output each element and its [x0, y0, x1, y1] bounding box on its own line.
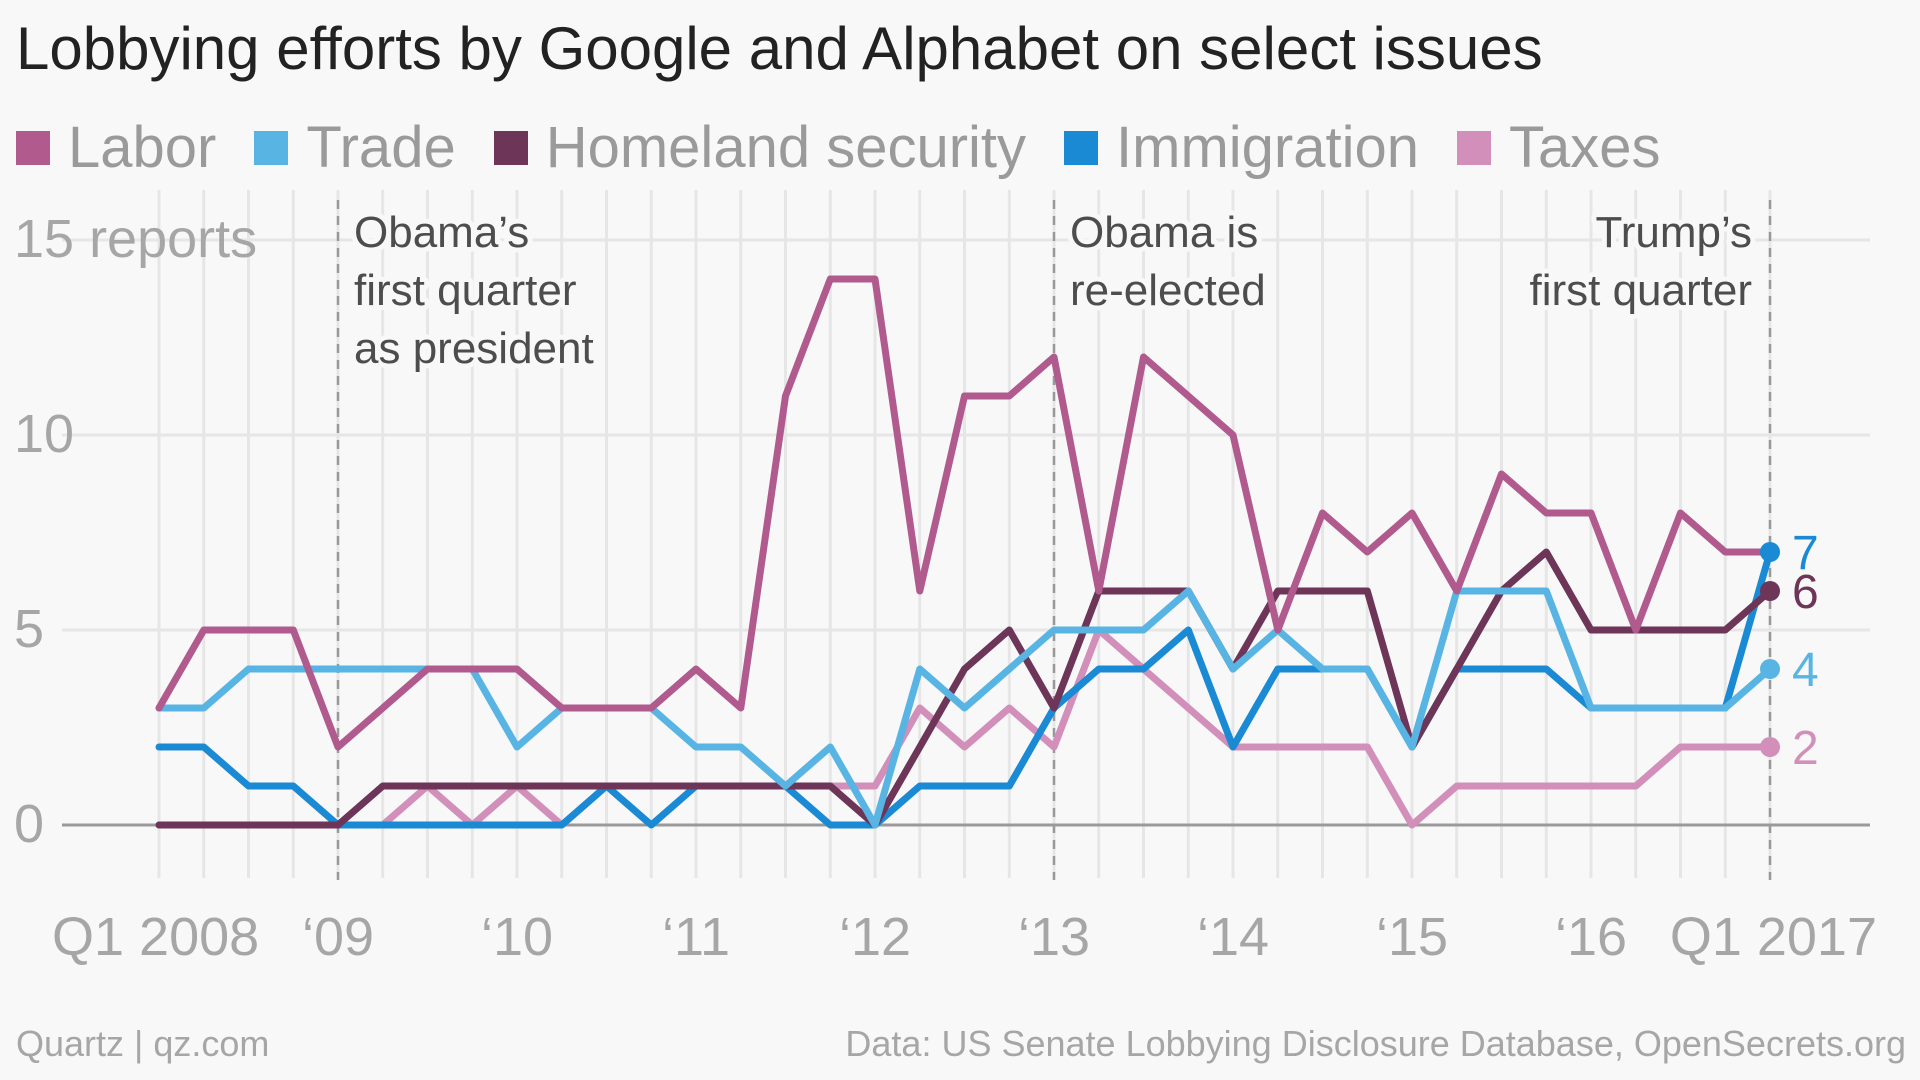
annotation-text-halo: re-elected [1070, 266, 1266, 315]
annotation-text-halo: Obama’s [354, 208, 529, 257]
end-marker-trade [1760, 659, 1780, 679]
end-label-homeland-security: 6 [1792, 566, 1819, 619]
legend-label: Trade [306, 115, 456, 180]
legend-swatch [1457, 130, 1492, 165]
x-tick-label: Q1 2017 [1670, 907, 1877, 967]
annotation-text-line: Obama’s [354, 208, 529, 257]
end-label-taxes: 2 [1792, 722, 1819, 775]
y-tick-label: 5 [14, 599, 44, 659]
legend-item-labor: Labor [16, 114, 216, 181]
y-tick-label: 15 reports [14, 209, 257, 269]
end-marker-taxes [1760, 737, 1780, 757]
annotation-text-line: first quarter [354, 266, 577, 315]
annotation-text-line: re-elected [1070, 266, 1266, 315]
legend-item-immigration: Immigration [1064, 114, 1419, 181]
x-tick-label: ‘12 [839, 907, 911, 967]
series-line-immigration [155, 548, 1774, 829]
legend-label: Immigration [1116, 115, 1420, 180]
legend-swatch [254, 130, 289, 165]
annotation-text-halo: first quarter [1529, 266, 1752, 315]
x-tick-label: ‘16 [1555, 907, 1627, 967]
legend-label: Taxes [1509, 115, 1661, 180]
legend-label: Labor [68, 115, 217, 180]
annotation-text-line: Trump’s [1596, 208, 1752, 257]
annotation-text-line: as president [354, 324, 594, 373]
line-chart: 0 5 10 15 reports Q1 2008 ‘09 ‘10 ‘11 ‘12 ‘13 ‘14 ‘… [14, 190, 1877, 967]
end-marker-homeland-security [1760, 581, 1780, 601]
annotation-text-halo: Trump’s [1596, 208, 1752, 257]
x-tick-label: ‘14 [1197, 907, 1269, 967]
end-label-trade: 4 [1792, 644, 1819, 697]
end-marker-immigration [1760, 542, 1780, 562]
annotation-text-halo: Obama is [1070, 208, 1258, 257]
x-tick-label: ‘13 [1018, 907, 1090, 967]
legend-item-homeland-security: Homeland security [493, 114, 1027, 181]
annotation-text-halo: first quarter [354, 266, 577, 315]
footer-source: Data: US Senate Lobbying Disclosure Data… [845, 1023, 1906, 1064]
legend-swatch [1064, 130, 1099, 165]
x-tick-label: ‘15 [1376, 907, 1448, 967]
annotation-text-line: Obama is [1070, 208, 1258, 257]
x-tick-label: ‘11 [662, 907, 730, 967]
y-tick-label: 0 [14, 794, 44, 854]
legend-swatch [493, 130, 528, 165]
legend-item-trade: Trade [254, 114, 456, 181]
chart-title: Lobbying efforts by Google and Alphabet … [16, 15, 1543, 82]
footer-credit: Quartz | qz.com [16, 1023, 270, 1064]
end-label-immigration: 7 [1792, 527, 1819, 580]
series-line-labor [155, 275, 1774, 751]
x-tick-label: ‘10 [481, 907, 553, 967]
annotation-text-halo: as president [354, 324, 594, 373]
annotation-text-line: first quarter [1529, 266, 1752, 315]
legend-swatch [16, 130, 50, 165]
x-tick-label: Q1 2008 [52, 907, 259, 967]
x-tick-label: ‘09 [302, 907, 374, 967]
legend-item-taxes: Taxes [1457, 114, 1661, 181]
chart-legend: Labor Trade Homeland security Immigration Ta… [16, 114, 1699, 181]
legend-label: Homeland security [545, 115, 1027, 180]
y-tick-label: 10 [14, 404, 74, 464]
